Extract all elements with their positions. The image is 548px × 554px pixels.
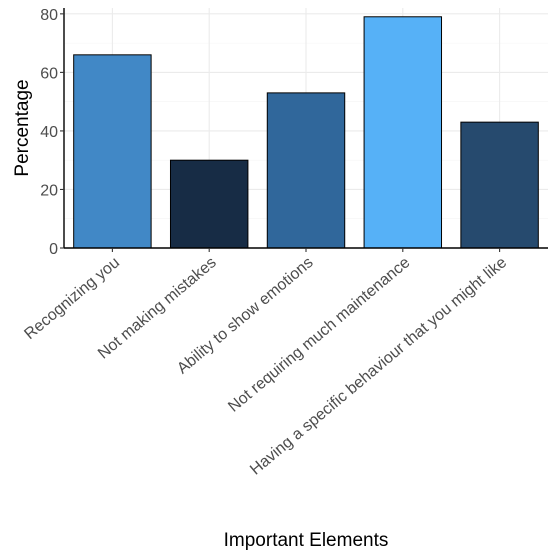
bar: [266, 92, 346, 249]
bar: [73, 54, 152, 249]
y-tick-label: 20: [40, 182, 58, 199]
y-tick-label: 60: [40, 65, 58, 82]
x-tick-label: Not requiring much maintenance: [225, 254, 413, 416]
x-tick-label: Recognizing you: [21, 254, 123, 343]
bars: [73, 16, 539, 249]
bar: [169, 159, 249, 249]
y-tick-label: 40: [40, 124, 58, 141]
y-axis-ticks: 0 20 40 60 80: [40, 7, 64, 258]
x-axis-title: Important Elements: [224, 530, 389, 551]
y-tick-label: 0: [49, 241, 58, 258]
y-tick-label: 80: [40, 7, 58, 24]
y-axis-title: Percentage: [12, 79, 33, 176]
bar: [460, 121, 539, 249]
bar: [363, 16, 443, 249]
